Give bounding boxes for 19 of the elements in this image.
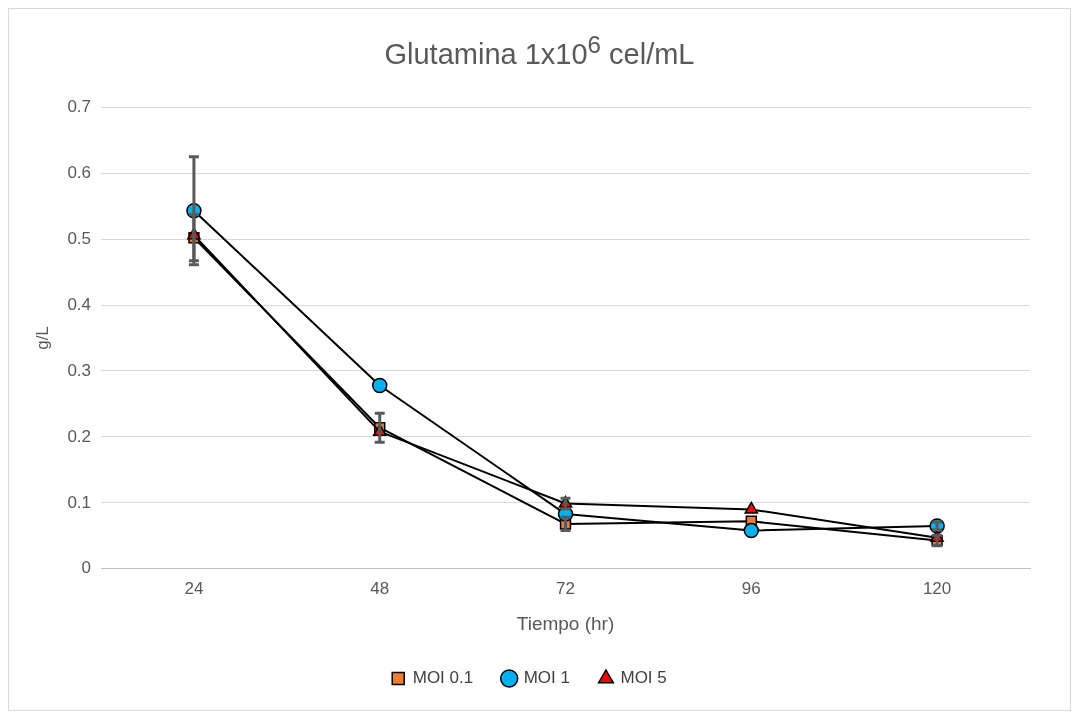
x-tick-label: 48 <box>370 578 390 598</box>
y-tick-label: 0.4 <box>67 294 92 314</box>
x-axis-title: Tiempo (hr) <box>516 612 615 634</box>
x-tick-label: 72 <box>556 578 575 598</box>
y-tick-label: 0.1 <box>67 492 92 512</box>
y-axis-title: g/L <box>32 326 52 350</box>
y-tick-label: 0.2 <box>67 426 92 446</box>
legend-label: MOI 0.1 <box>412 668 474 688</box>
x-tick-label: 120 <box>922 578 952 598</box>
x-tick-label: 96 <box>741 578 761 598</box>
y-tick-label: 0.5 <box>67 228 92 248</box>
y-tick-label: 0.7 <box>67 96 92 116</box>
legend-label: MOI 5 <box>620 668 667 688</box>
y-tick-label: 0.3 <box>67 360 92 380</box>
legend-label: MOI 1 <box>523 668 570 688</box>
x-tick-label: 24 <box>184 578 204 598</box>
y-tick-label: 0 <box>81 558 92 578</box>
y-tick-label: 0.6 <box>67 162 92 182</box>
chart-title: Glutamina 1x10$^{6}$ cel/mL <box>383 30 696 72</box>
